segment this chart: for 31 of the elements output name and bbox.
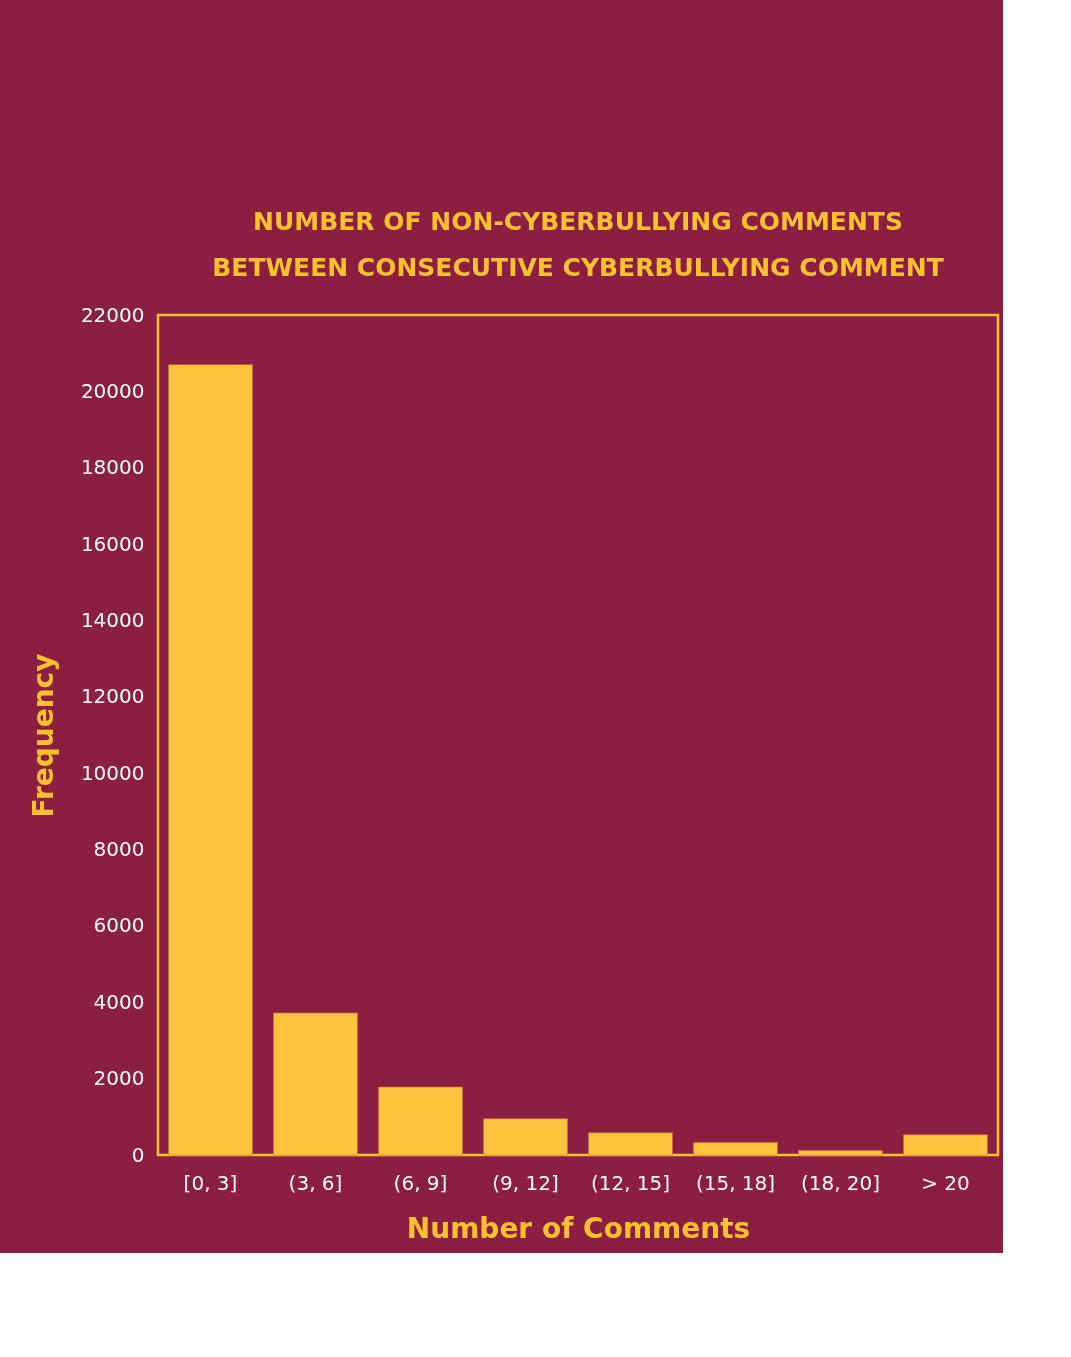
bar bbox=[588, 1132, 673, 1156]
y-tick-label: 0 bbox=[131, 1142, 145, 1167]
y-tick-label: 20000 bbox=[80, 378, 145, 403]
x-tick-label: (12, 15] bbox=[590, 1170, 671, 1195]
x-tick-label: [0, 3] bbox=[183, 1170, 238, 1195]
y-tick-label: 2000 bbox=[93, 1066, 145, 1091]
bar bbox=[168, 364, 253, 1156]
bar bbox=[693, 1142, 778, 1156]
y-tick-label: 18000 bbox=[80, 455, 145, 480]
x-tick-label: (9, 12] bbox=[492, 1170, 559, 1195]
y-tick-label: 14000 bbox=[80, 607, 145, 632]
x-tick-label: (3, 6] bbox=[288, 1170, 343, 1195]
bar bbox=[273, 1012, 358, 1156]
x-tick-label: (15, 18] bbox=[695, 1170, 776, 1195]
x-tick-label: (6, 9] bbox=[393, 1170, 448, 1195]
y-axis-title: Frequency bbox=[26, 653, 60, 818]
y-tick-label: 8000 bbox=[93, 837, 145, 862]
y-tick-label: 10000 bbox=[80, 760, 145, 785]
y-tick-label: 22000 bbox=[80, 302, 145, 327]
x-axis-title: Number of Comments bbox=[406, 1211, 751, 1245]
bar bbox=[798, 1150, 883, 1156]
x-tick-label: > 20 bbox=[921, 1170, 970, 1195]
y-tick-label: 6000 bbox=[93, 913, 145, 938]
y-tick-label: 12000 bbox=[80, 684, 145, 709]
bar bbox=[483, 1118, 568, 1156]
chart-title: NUMBER OF NON-CYBERBULLYING COMMENTS BETWEEN CONSECUTIVE CYBERBULLYING COMMENT bbox=[212, 207, 944, 282]
y-tick-label: 16000 bbox=[80, 531, 145, 556]
bar bbox=[378, 1086, 463, 1156]
bar bbox=[903, 1134, 988, 1156]
y-tick-label: 4000 bbox=[93, 989, 145, 1014]
x-tick-label: (18, 20] bbox=[800, 1170, 881, 1195]
